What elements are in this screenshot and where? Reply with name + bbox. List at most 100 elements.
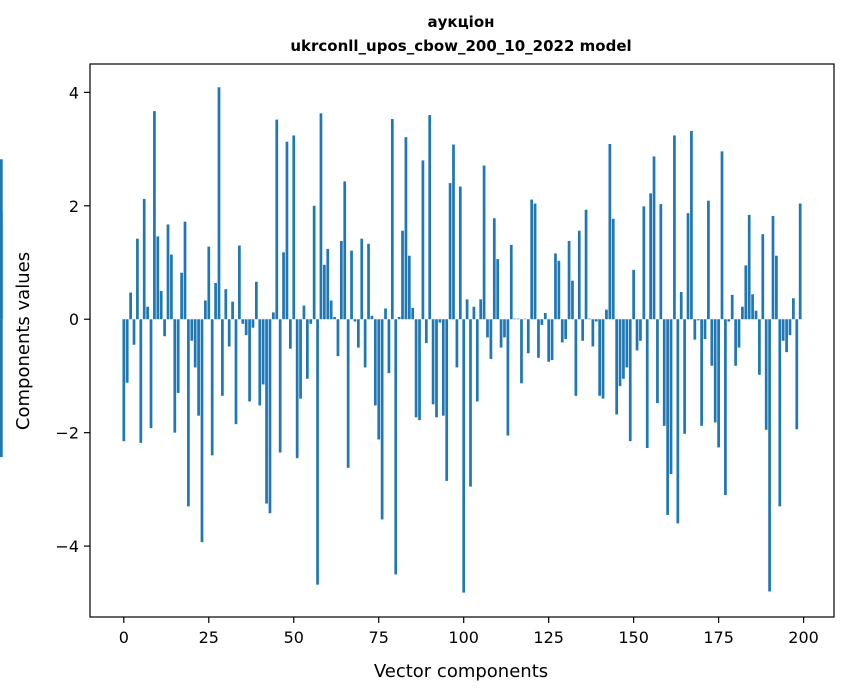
- bar: [611, 218, 615, 320]
- x-tick-label: 175: [703, 628, 734, 647]
- bar: [458, 186, 462, 320]
- bar: [673, 135, 676, 320]
- bar: [176, 319, 180, 393]
- bar: [662, 319, 666, 426]
- bar: [339, 240, 343, 320]
- bar: [571, 280, 574, 320]
- bar: [221, 319, 224, 396]
- bar: [785, 319, 788, 353]
- x-tick-label: 200: [788, 628, 819, 647]
- plot-frame: [89, 63, 835, 618]
- bar: [455, 319, 459, 368]
- bar: [516, 318, 520, 320]
- bar: [754, 310, 758, 320]
- bar: [588, 318, 591, 320]
- bar: [669, 319, 673, 475]
- bar: [411, 307, 415, 320]
- y-tick-label: 2: [69, 197, 79, 216]
- bar: [554, 253, 557, 320]
- bar: [720, 151, 724, 320]
- bar: [414, 319, 418, 418]
- bar: [792, 298, 795, 320]
- bar: [438, 319, 442, 323]
- bar: [394, 319, 398, 575]
- bar: [513, 318, 517, 320]
- bar: [285, 141, 289, 320]
- bar: [261, 319, 265, 385]
- bar: [557, 260, 561, 320]
- bar: [268, 319, 272, 514]
- x-tick-label: 75: [369, 628, 389, 647]
- x-tick-label: 150: [618, 628, 649, 647]
- bar: [737, 319, 741, 348]
- bar: [758, 319, 761, 375]
- bar: [693, 319, 697, 340]
- chart-title: аукціон: [427, 13, 494, 31]
- bar: [193, 319, 197, 368]
- bar: [163, 319, 166, 337]
- bar: [319, 113, 323, 320]
- bar: [747, 214, 751, 320]
- bar: [166, 224, 170, 320]
- bar: [217, 87, 221, 320]
- bar: [156, 236, 160, 320]
- bar: [380, 319, 384, 520]
- bar: [537, 319, 540, 358]
- bar: [492, 218, 496, 320]
- bar: [676, 319, 680, 524]
- bar: [231, 301, 234, 320]
- bar: [197, 319, 200, 416]
- bar: [428, 115, 432, 320]
- bar: [329, 300, 333, 320]
- bar: [472, 306, 476, 320]
- bar: [564, 319, 568, 340]
- bar: [649, 193, 652, 320]
- bar: [690, 130, 693, 320]
- bar: [489, 319, 493, 359]
- bar: [666, 319, 669, 515]
- bar: [309, 319, 313, 324]
- bar: [312, 205, 316, 320]
- bar: [180, 272, 183, 320]
- bar: [795, 319, 799, 430]
- bar: [452, 144, 455, 320]
- bar: [407, 255, 411, 320]
- bar: [292, 135, 296, 320]
- bar: [615, 319, 619, 415]
- bar: [547, 319, 551, 362]
- bar: [322, 264, 326, 320]
- y-axis-ticks: 4 2 0 −2 −4: [55, 83, 90, 556]
- y-axis-label: Components values: [13, 252, 34, 430]
- bar: [730, 294, 734, 320]
- bar: [299, 319, 302, 399]
- bar: [401, 230, 404, 320]
- bar: [656, 319, 659, 404]
- bar: [496, 259, 500, 320]
- bar: [622, 319, 625, 379]
- bar: [469, 319, 472, 487]
- bar: [404, 137, 408, 320]
- chart-subtitle: ukrconll_upos_cbow_200_10_2022 model: [290, 37, 631, 55]
- bar: [598, 319, 602, 396]
- bar: [244, 319, 248, 336]
- bar: [200, 319, 204, 543]
- bar: [360, 238, 364, 320]
- bar: [350, 250, 353, 320]
- bar: [601, 319, 605, 399]
- bar: [258, 319, 262, 406]
- bar: [136, 238, 139, 320]
- bar: [326, 248, 330, 320]
- bar: [255, 281, 258, 320]
- bar: [523, 318, 527, 320]
- bar: [190, 319, 194, 341]
- bar: [503, 319, 506, 338]
- bar: [741, 306, 744, 320]
- bar: [724, 319, 727, 496]
- bar: [788, 319, 792, 336]
- bar: [591, 319, 595, 347]
- bar: [204, 300, 207, 320]
- x-tick-label: 25: [199, 628, 219, 647]
- bar: [387, 319, 391, 374]
- bar: [275, 119, 279, 320]
- bar: [608, 143, 612, 320]
